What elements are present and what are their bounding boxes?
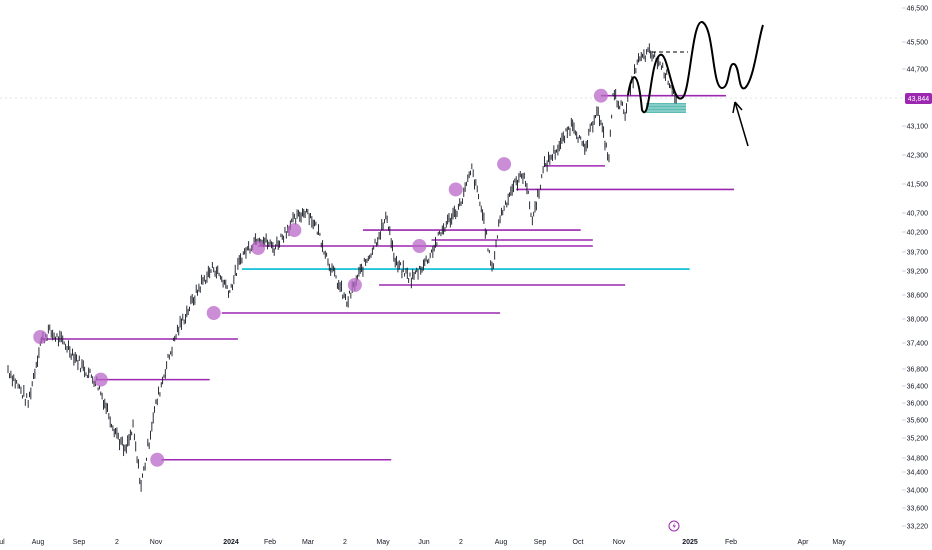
- teal-box-zone: [646, 103, 686, 113]
- x-tick-label: Sep: [73, 539, 86, 546]
- last-price-badge-bg: [905, 93, 932, 104]
- x-tick-label: Apr: [798, 539, 810, 546]
- forecast-drawing: [627, 20, 764, 147]
- circle-markers: [33, 88, 608, 467]
- y-tick-label: 37,400: [907, 341, 929, 348]
- pivot-marker: [251, 241, 266, 255]
- x-tick-label: Aug: [495, 539, 508, 546]
- y-tick-label: 39,200: [907, 269, 929, 276]
- x-tick-label: 2: [459, 539, 463, 546]
- y-tick-label: 34,000: [907, 488, 929, 495]
- x-tick-label: Jun: [418, 539, 429, 546]
- x-tick-label: Nov: [150, 539, 163, 546]
- pivot-marker: [33, 330, 48, 344]
- y-tick-label: 33,600: [907, 506, 929, 513]
- y-tick-label: 46,500: [907, 6, 929, 13]
- y-tick-label: 38,000: [907, 317, 929, 324]
- x-tick-label: Feb: [725, 539, 737, 546]
- pivot-marker: [497, 157, 512, 172]
- x-tick-label: Mar: [302, 539, 315, 546]
- y-tick-label: 36,800: [907, 367, 929, 374]
- pivot-marker: [448, 182, 463, 197]
- last-price-label: 43,844: [908, 96, 930, 103]
- x-tick-label: 2: [115, 539, 119, 546]
- x-tick-label: Sep: [534, 539, 547, 546]
- x-tick-label: Oct: [573, 539, 584, 546]
- pivot-marker: [150, 452, 165, 467]
- x-tick-label: 2025: [682, 539, 698, 546]
- y-tick-label: 34,400: [907, 470, 929, 477]
- y-tick-label: 40,700: [907, 211, 929, 218]
- x-tick-label: May: [832, 539, 846, 546]
- x-tick-label: ul: [0, 539, 5, 546]
- flash-icon[interactable]: [668, 520, 680, 532]
- x-tick-label: 2024: [223, 539, 239, 546]
- price-series: [7, 43, 677, 492]
- y-tick-label: 41,500: [907, 182, 929, 189]
- x-tick-label: Feb: [264, 539, 276, 546]
- last-price-badge: 43,844: [905, 93, 932, 104]
- price-axis[interactable]: 33,220 33,600 34,000 34,400 34,800 35,200 35,6…: [902, 6, 928, 531]
- time-axis[interactable]: ul Aug Sep 2 Nov 2024 Feb Mar 2 May Jun 2 Aug Sep Oct N…: [0, 539, 846, 546]
- x-tick-label: Nov: [613, 539, 626, 546]
- y-tick-label: 45,500: [907, 40, 929, 47]
- y-tick-label: 36,400: [907, 384, 929, 391]
- pivot-marker: [412, 239, 427, 253]
- y-tick-label: 44,700: [907, 67, 929, 74]
- y-tick-label: 38,600: [907, 293, 929, 300]
- y-tick-label: 40,200: [907, 230, 929, 237]
- y-tick-label: 42,300: [907, 153, 929, 160]
- x-tick-label: Aug: [32, 539, 45, 546]
- y-tick-label: 36,000: [907, 401, 929, 408]
- pivot-marker: [287, 223, 302, 238]
- y-tick-label: 39,700: [907, 250, 929, 257]
- pivot-marker: [206, 306, 221, 320]
- y-tick-label: 35,600: [907, 418, 929, 425]
- y-tick-label: 33,220: [907, 524, 929, 531]
- pivot-marker: [593, 88, 608, 103]
- pivot-marker: [347, 278, 362, 292]
- y-tick-label: 35,200: [907, 436, 929, 443]
- horizontal-levels: [40, 94, 734, 461]
- y-tick-label: 34,800: [907, 456, 929, 463]
- pivot-marker: [93, 372, 108, 387]
- x-tick-label: May: [376, 539, 390, 546]
- x-tick-label: 2: [343, 539, 347, 546]
- y-tick-label: 43,100: [907, 124, 929, 131]
